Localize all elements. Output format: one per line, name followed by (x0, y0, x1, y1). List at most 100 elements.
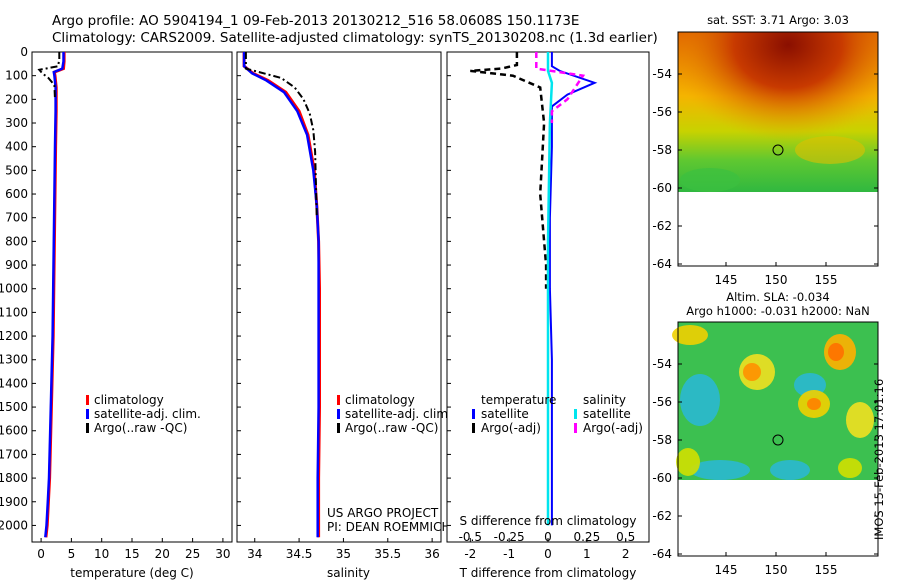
depth-tick-label: 2000 (0, 518, 28, 532)
depth-tick-label: 1600 (0, 424, 28, 438)
legend-swatch-s-argo (574, 423, 577, 433)
depth-tick-label: 400 (5, 140, 28, 154)
legend-swatch-s-sat (574, 409, 577, 419)
figure-title-line2: Climatology: CARS2009. Satellite-adjuste… (52, 30, 658, 46)
sla-anomaly-blob (676, 448, 700, 476)
map-lat-tick-label: -58 (652, 433, 672, 447)
sst-map-title: sat. SST: 3.71 Argo: 3.03 (707, 13, 849, 27)
s-diff-tick-label: 0.25 (573, 530, 600, 544)
legend-label-t-argo: Argo(-adj) (481, 421, 541, 435)
legend-label-satellite-2: satellite-adj. clim. (345, 407, 452, 421)
map-lat-tick-label: -60 (652, 181, 672, 195)
depth-tick-label: 500 (5, 163, 28, 177)
depth-tick-label: 700 (5, 211, 28, 225)
legend-swatch-satellite (86, 409, 89, 419)
sst-map-axes (677, 31, 879, 267)
depth-tick-label: 1200 (0, 329, 28, 343)
x-tick-label: 15 (124, 547, 139, 561)
sla-anomaly-blob (846, 402, 874, 438)
map-lat-tick-label: -60 (652, 471, 672, 485)
sla-anomaly-blob (828, 343, 844, 361)
depth-tick-label: 800 (5, 234, 28, 248)
legend-temperature-header: temperature (481, 393, 556, 407)
depth-tick-label: 1000 (0, 282, 28, 296)
map-lon-tick-label: 150 (765, 273, 788, 287)
depth-tick-label: 1100 (0, 305, 28, 319)
x-tick-label: 2 (622, 547, 630, 561)
map-lon-tick-label: 145 (715, 273, 738, 287)
legend-label-satellite: satellite-adj. clim. (94, 407, 201, 421)
sst-map-mid-patch (795, 136, 865, 164)
depth-tick-label: 300 (5, 116, 28, 130)
map-lat-tick-label: -54 (652, 357, 672, 371)
x-tick-label: 30 (215, 547, 230, 561)
sla-anomaly-blob (680, 374, 720, 426)
sst-map-warm-patch (678, 32, 878, 192)
temperature-panel: 0100200300400500600700800900100011001200… (0, 45, 233, 580)
x-tick-label: 10 (94, 547, 109, 561)
map-lat-tick-label: -62 (652, 509, 672, 523)
depth-tick-label: 1900 (0, 495, 28, 509)
legend-swatch-climatology (86, 395, 89, 405)
timestamp-stamp: IMOS 15-Feb-2013 17:01:16 (872, 378, 886, 540)
legend-label-s-argo: Argo(-adj) (583, 421, 643, 435)
credit-line1: US ARGO PROJECT (327, 506, 439, 520)
sla-map-title1: Altim. SLA: -0.034 (726, 290, 830, 304)
x-tick-label: -1 (503, 547, 515, 561)
s-diff-tick-label: -0.5 (459, 530, 482, 544)
series-line-argo-raw-qc- (37, 52, 61, 100)
x-tick-label: 0 (544, 547, 552, 561)
legend-swatch-t-argo (472, 423, 475, 433)
x-tick-label: 35.5 (374, 547, 401, 561)
x-tick-label: 0 (37, 547, 45, 561)
series-line-salinity-argo-adj- (535, 52, 586, 123)
sla-anomaly-blob (672, 325, 708, 345)
depth-tick-label: 0 (20, 45, 28, 59)
map-lat-tick-label: -62 (652, 219, 672, 233)
map-lat-tick-label: -56 (652, 105, 672, 119)
legend-swatch-argo (86, 423, 89, 433)
x-tick-label: 36 (424, 547, 439, 561)
sla-argo-location-marker (772, 434, 784, 446)
legend-label-climatology: climatology (94, 393, 164, 407)
map-lat-tick-label: -64 (652, 547, 672, 561)
difference-panel: -2 -1 0 1 2 S difference from climatology -0… (446, 51, 650, 580)
map-lat-tick-label: -64 (652, 257, 672, 271)
x-tick-label: 34 (247, 547, 262, 561)
legend-label-t-sat: satellite (481, 407, 529, 421)
x-tick-label: 5 (68, 547, 76, 561)
depth-tick-label: 100 (5, 69, 28, 83)
x-tick-label: 25 (185, 547, 200, 561)
legend-swatch-argo-2 (337, 423, 340, 433)
x-tick-label: 35 (336, 547, 351, 561)
figure-title-line1: Argo profile: AO 5904194_1 09-Feb-2013 2… (52, 13, 580, 29)
depth-tick-label: 1500 (0, 400, 28, 414)
x-tick-label: 34.5 (286, 547, 313, 561)
salinity-axes (236, 51, 442, 543)
map-lon-tick-label: 150 (765, 563, 788, 577)
depth-tick-label: 1800 (0, 471, 28, 485)
depth-tick-label: 200 (5, 92, 28, 106)
s-diff-tick-label: 0.5 (616, 530, 635, 544)
sla-anomaly-blob (690, 460, 750, 480)
map-lon-tick-label: 155 (815, 273, 838, 287)
legend-swatch-satellite-2 (337, 409, 340, 419)
credit-line2: PI: DEAN ROEMMICH (327, 520, 450, 534)
series-line-argo-raw-qc- (244, 52, 318, 218)
s-diff-tick-label: 0 (544, 530, 552, 544)
depth-tick-label: 1700 (0, 447, 28, 461)
map-lat-tick-label: -54 (652, 67, 672, 81)
sla-map-axes (677, 321, 879, 557)
legend-salinity-header: salinity (583, 393, 626, 407)
legend-label-s-sat: satellite (583, 407, 631, 421)
sla-map: Altim. SLA: -0.034 Argo h1000: -0.031 h2… (652, 290, 879, 577)
temperature-xlabel: temperature (deg C) (70, 566, 193, 580)
depth-tick-label: 600 (5, 187, 28, 201)
series-line-satellite-adj-clim- (242, 52, 320, 538)
sst-map: sat. SST: 3.71 Argo: 3.03 -54 -56 -58 -60 -6… (652, 13, 879, 287)
depth-tick-label: 1400 (0, 376, 28, 390)
map-lat-tick-label: -56 (652, 395, 672, 409)
sst-map-cool-patch (680, 168, 740, 192)
sla-anomaly-blob (770, 460, 810, 480)
